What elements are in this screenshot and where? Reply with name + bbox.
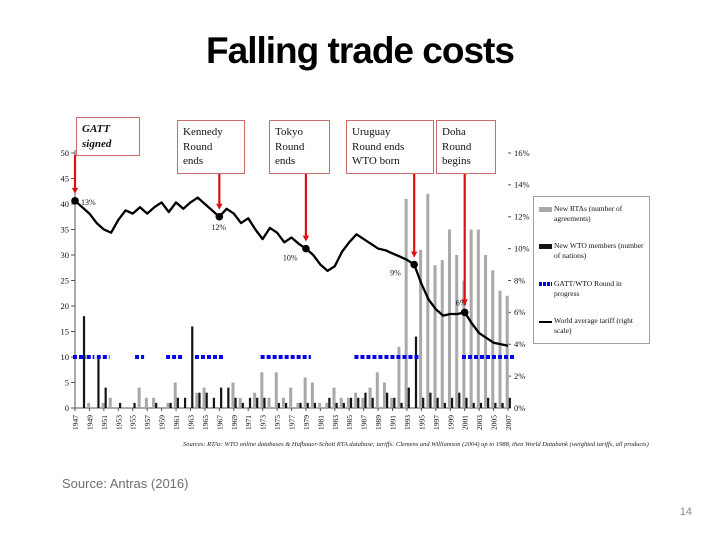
svg-text:13%: 13%: [81, 198, 96, 207]
gray-bar-marker-icon: [539, 207, 552, 212]
svg-text:1991: 1991: [389, 415, 398, 430]
milestone-dots: 13% 12% 10% 9% 6%: [71, 197, 469, 317]
svg-text:16%: 16%: [514, 148, 530, 158]
svg-text:2001: 2001: [461, 415, 470, 430]
legend-item-world-tariff: World average tariff (right scale): [539, 316, 646, 336]
annotation-doha-round: Doha Round begins: [436, 120, 496, 174]
world-tariff-line: [74, 196, 509, 347]
svg-text:35: 35: [61, 224, 70, 234]
svg-text:20: 20: [61, 301, 70, 311]
chart-area: 0 5 10 15 20 25 30 35 40 45 50 0% 2% 4% 6% 8% 10% 12% 14% 1…: [58, 108, 534, 460]
chart-legend: New RTAs (number of agreements) New WTO …: [533, 196, 650, 344]
black-line-marker-icon: [539, 320, 552, 323]
svg-text:1967: 1967: [215, 415, 224, 430]
rta-bars: [87, 193, 509, 408]
svg-text:1949: 1949: [85, 415, 94, 430]
blue-dash-marker-icon: [539, 281, 552, 286]
legend-item-wto-members: New WTO members (number of nations): [539, 241, 646, 261]
svg-text:1955: 1955: [129, 415, 138, 430]
svg-text:4%: 4%: [514, 339, 525, 349]
svg-text:1977: 1977: [288, 415, 297, 430]
axes: 0 5 10 15 20 25 30 35 40 45 50 0% 2% 4% 6% 8% 10% 12% 14% 1…: [61, 148, 530, 413]
svg-text:1963: 1963: [186, 415, 195, 430]
annotation-gatt-signed: GATT signed: [76, 117, 140, 157]
svg-text:5: 5: [65, 377, 69, 387]
page-number: 14: [679, 506, 692, 518]
legend-label: GATT/WTO Round in progress: [554, 278, 622, 298]
legend-label: World average tariff (right scale): [554, 315, 634, 335]
annotation-kennedy-round: Kennedy Round ends: [177, 120, 245, 174]
svg-text:1951: 1951: [100, 415, 109, 430]
wto-member-bars: [82, 316, 511, 408]
svg-text:1969: 1969: [230, 415, 239, 430]
svg-text:10%: 10%: [283, 254, 298, 263]
svg-text:2%: 2%: [514, 371, 525, 381]
annotation-tokyo-round: Tokyo Round ends: [269, 120, 330, 174]
legend-item-round-in-progress: GATT/WTO Round in progress: [539, 279, 646, 299]
svg-text:1993: 1993: [403, 415, 412, 430]
svg-text:1971: 1971: [244, 415, 253, 430]
svg-text:2007: 2007: [504, 415, 513, 430]
svg-text:2005: 2005: [490, 415, 499, 430]
svg-text:25: 25: [61, 275, 70, 285]
svg-text:1959: 1959: [158, 415, 167, 430]
svg-text:0: 0: [65, 403, 69, 413]
svg-text:15: 15: [61, 326, 70, 336]
svg-text:1995: 1995: [417, 415, 426, 430]
svg-text:1989: 1989: [374, 415, 383, 430]
page-title: Falling trade costs: [206, 30, 515, 71]
svg-text:0%: 0%: [514, 403, 525, 413]
svg-text:1997: 1997: [432, 415, 441, 430]
svg-text:1983: 1983: [331, 415, 340, 430]
svg-text:30: 30: [61, 250, 70, 260]
svg-text:10%: 10%: [514, 243, 530, 253]
legend-label: New RTAs (number of agreements): [554, 204, 623, 224]
svg-text:9%: 9%: [390, 269, 401, 278]
svg-text:1975: 1975: [273, 415, 282, 430]
svg-text:40: 40: [61, 199, 70, 209]
svg-text:1953: 1953: [114, 415, 123, 430]
x-axis-year-labels: 1947 1949 1951 1953 1955 1957 1959 1961 1963 1965…: [71, 408, 513, 430]
svg-text:1957: 1957: [143, 415, 152, 430]
svg-text:10: 10: [61, 352, 70, 362]
svg-text:12%: 12%: [211, 223, 226, 232]
svg-text:6%: 6%: [456, 298, 467, 307]
svg-text:14%: 14%: [514, 180, 530, 190]
slide-source-caption: Source: Antras (2016): [62, 476, 189, 491]
svg-text:1985: 1985: [345, 415, 354, 430]
svg-text:50: 50: [61, 148, 70, 158]
legend-label: New WTO members (number of nations): [554, 241, 644, 261]
svg-text:1961: 1961: [172, 415, 181, 430]
svg-text:1947: 1947: [71, 415, 80, 430]
chart-source-footnote: Sources: RTAs: WTO online databases & Hu…: [183, 441, 649, 448]
svg-text:1973: 1973: [259, 415, 268, 430]
svg-text:45: 45: [61, 173, 70, 183]
trade-costs-chart: 0 5 10 15 20 25 30 35 40 45 50 0% 2% 4% 6% 8% 10% 12% 14% 1…: [61, 148, 530, 430]
svg-text:2003: 2003: [475, 415, 484, 430]
legend-item-rtas: New RTAs (number of agreements): [539, 204, 646, 224]
svg-text:8%: 8%: [514, 275, 525, 285]
svg-text:6%: 6%: [514, 307, 525, 317]
svg-text:1987: 1987: [360, 415, 369, 430]
svg-text:1999: 1999: [446, 415, 455, 430]
annotation-uruguay-round: Uruguay Round ends WTO born: [346, 120, 434, 174]
svg-text:1965: 1965: [201, 415, 210, 430]
black-bar-marker-icon: [539, 244, 552, 250]
svg-text:1979: 1979: [302, 415, 311, 430]
annotation-arrows: [71, 155, 468, 306]
svg-text:1981: 1981: [316, 415, 325, 430]
svg-text:12%: 12%: [514, 212, 530, 222]
